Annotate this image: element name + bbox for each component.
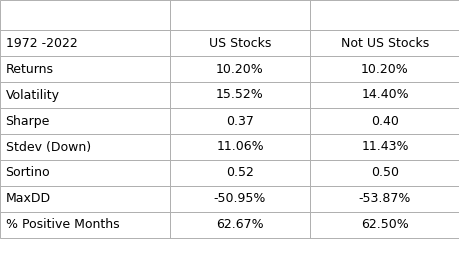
Bar xyxy=(309,186,459,212)
Bar xyxy=(170,82,309,108)
Bar xyxy=(0,108,170,134)
Text: 11.43%: 11.43% xyxy=(360,140,408,153)
Text: 62.67%: 62.67% xyxy=(216,218,263,231)
Text: -50.95%: -50.95% xyxy=(213,192,266,205)
Bar xyxy=(170,160,309,186)
Bar xyxy=(0,134,170,160)
Bar xyxy=(309,82,459,108)
Bar xyxy=(170,134,309,160)
Bar xyxy=(170,186,309,212)
Bar xyxy=(0,56,170,82)
Text: Volatility: Volatility xyxy=(6,88,59,101)
Bar xyxy=(0,186,170,212)
Text: 1972 -2022: 1972 -2022 xyxy=(6,36,77,49)
Text: Stdev (Down): Stdev (Down) xyxy=(6,140,90,153)
Text: 0.50: 0.50 xyxy=(370,166,398,179)
Text: 62.50%: 62.50% xyxy=(360,218,408,231)
Text: US Stocks: US Stocks xyxy=(208,36,271,49)
Bar xyxy=(170,0,309,30)
Bar xyxy=(309,134,459,160)
Text: Returns: Returns xyxy=(6,62,53,75)
Text: MaxDD: MaxDD xyxy=(6,192,50,205)
Bar xyxy=(309,108,459,134)
Bar xyxy=(309,160,459,186)
Bar xyxy=(309,30,459,56)
Bar xyxy=(0,0,170,30)
Bar xyxy=(0,212,170,238)
Text: Not US Stocks: Not US Stocks xyxy=(340,36,428,49)
Text: 15.52%: 15.52% xyxy=(216,88,263,101)
Bar xyxy=(170,108,309,134)
Bar xyxy=(0,160,170,186)
Bar xyxy=(309,0,459,30)
Text: 0.52: 0.52 xyxy=(225,166,253,179)
Bar xyxy=(309,212,459,238)
Text: Sharpe: Sharpe xyxy=(6,114,50,127)
Bar xyxy=(0,82,170,108)
Text: 11.06%: 11.06% xyxy=(216,140,263,153)
Text: Sortino: Sortino xyxy=(6,166,50,179)
Text: 14.40%: 14.40% xyxy=(360,88,408,101)
Bar xyxy=(170,212,309,238)
Bar xyxy=(0,30,170,56)
Text: 0.37: 0.37 xyxy=(225,114,253,127)
Bar xyxy=(170,30,309,56)
Text: % Positive Months: % Positive Months xyxy=(6,218,119,231)
Text: 0.40: 0.40 xyxy=(370,114,398,127)
Text: 10.20%: 10.20% xyxy=(216,62,263,75)
Text: -53.87%: -53.87% xyxy=(358,192,410,205)
Bar xyxy=(309,56,459,82)
Bar xyxy=(170,56,309,82)
Text: 10.20%: 10.20% xyxy=(360,62,408,75)
